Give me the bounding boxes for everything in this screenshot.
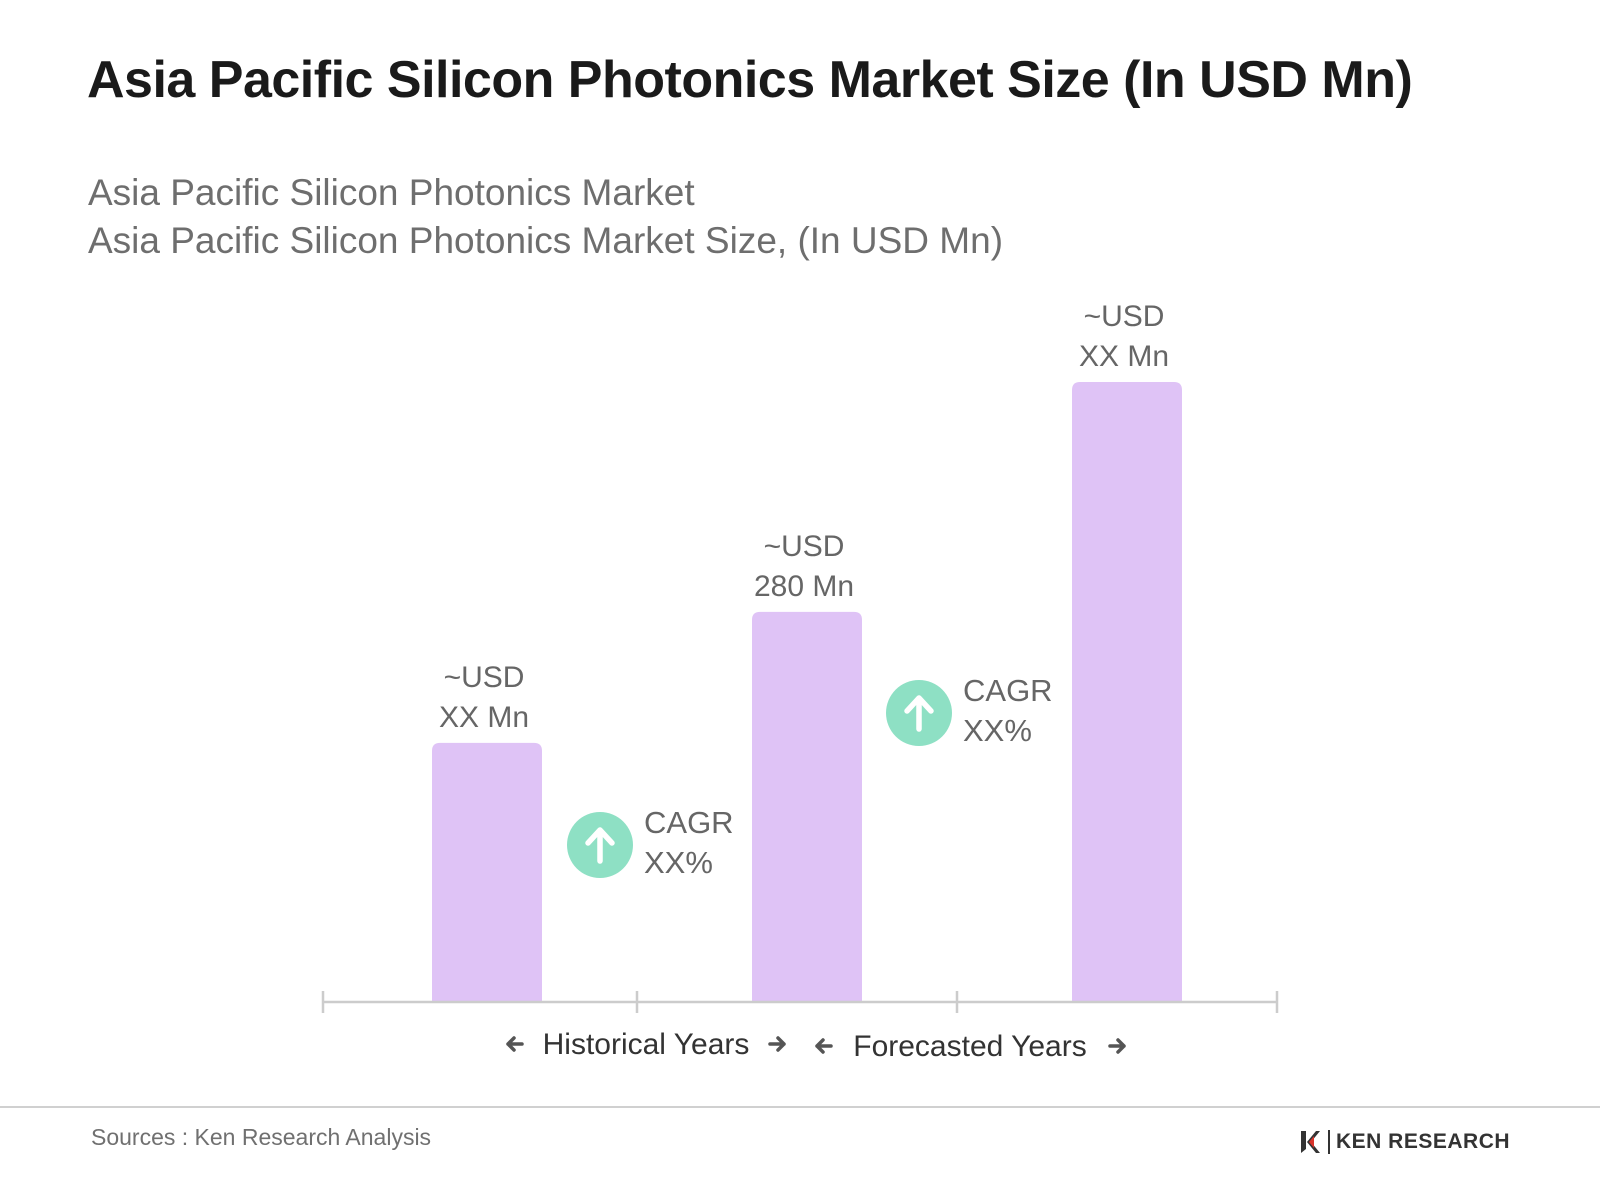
chart-subtitle-1: Asia Pacific Silicon Photonics Market [88, 172, 695, 213]
chart-subtitle-2: Asia Pacific Silicon Photonics Market Si… [88, 220, 1004, 261]
arrow-left-icon [815, 1038, 833, 1054]
bar-label-1-line2: XX Mn [439, 701, 529, 734]
arrow-right-icon [1108, 1038, 1126, 1054]
ken-research-logo-icon [1301, 1131, 1320, 1153]
bar-label-2-line2: 280 Mn [754, 570, 854, 603]
bar-label-3-line1: ~USD [1084, 300, 1165, 333]
bar-label-3-line2: XX Mn [1079, 340, 1169, 373]
cagr-label-2-line1: CAGR [963, 673, 1053, 708]
arrow-right-icon [768, 1036, 786, 1052]
bar-2 [752, 611, 862, 1002]
cagr-value-1-line2: XX% [644, 845, 713, 880]
arrow-left-icon [506, 1036, 524, 1052]
chart-title: Asia Pacific Silicon Photonics Market Si… [87, 51, 1413, 109]
bar-3 [1072, 381, 1182, 1003]
arrow-up-icon [904, 695, 934, 732]
bar-label-2-line1: ~USD [764, 530, 845, 563]
arrow-up-icon [585, 827, 615, 864]
logo-separator [1328, 1130, 1330, 1154]
period-label-historical: Historical Years [543, 1028, 750, 1061]
logo-text: KEN RESEARCH [1336, 1130, 1511, 1153]
ken-research-logo: KEN RESEARCH [1298, 1127, 1510, 1157]
bar-chart: ~USD XX Mn ~USD 280 Mn ~USD XX Mn CAGR XX% CAGR X… [321, 300, 1279, 1063]
bar-1 [432, 742, 542, 1002]
cagr-value-2-line2: XX% [963, 713, 1032, 748]
source-note: Sources : Ken Research Analysis [91, 1124, 432, 1150]
cagr-label-1-line1: CAGR [644, 805, 734, 840]
period-label-forecasted: Forecasted Years [853, 1030, 1086, 1063]
footer-divider [0, 1106, 1600, 1108]
bar-label-1-line1: ~USD [444, 661, 525, 694]
